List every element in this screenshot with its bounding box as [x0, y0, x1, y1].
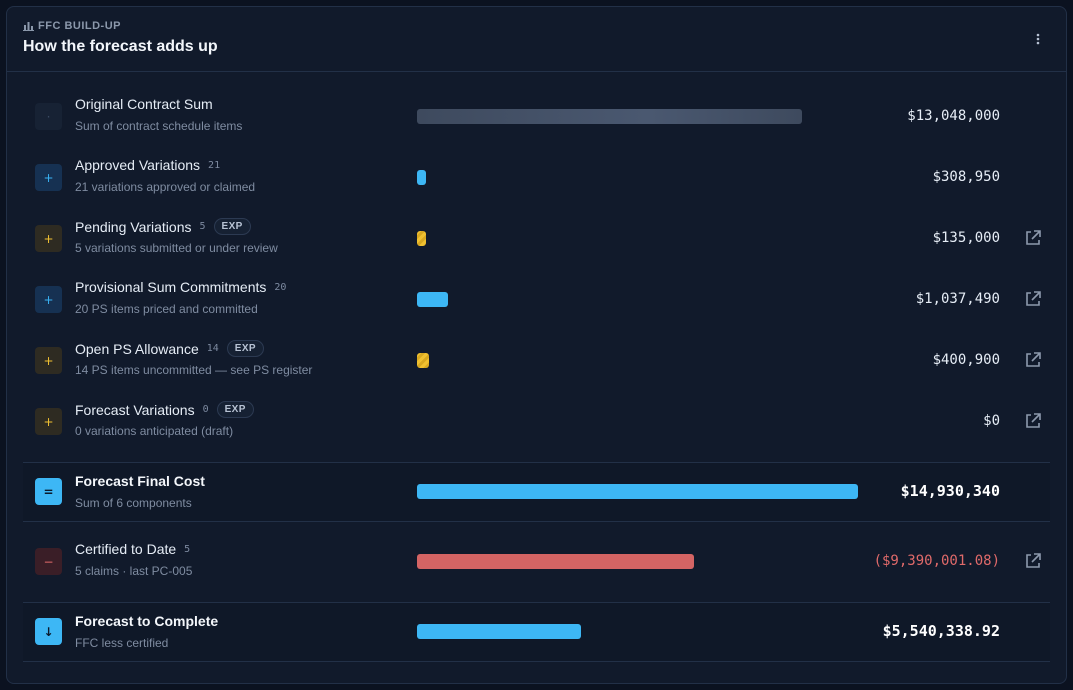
row-count: 21: [208, 159, 221, 171]
row-amount: $135,000: [932, 230, 1000, 246]
row-sub: Sum of contract schedule items: [75, 119, 243, 133]
row-sub: 20 PS items priced and committed: [75, 302, 258, 316]
row-forecast-final-cost: = Forecast Final Cost Sum of 6 component…: [23, 462, 1050, 522]
row-sub: FFC less certified: [75, 636, 169, 650]
card-eyebrow: FFC BUILD-UP: [23, 20, 121, 32]
row-bar: [417, 554, 694, 569]
row-approved-variations: + Approved Variations 21 21 variations a…: [23, 147, 1050, 208]
row-amount: $14,930,340: [900, 482, 1000, 500]
row-sub: 5 variations submitted or under review: [75, 241, 278, 255]
row-certified-to-date: − Certified to Date 5 5 claims · last PC…: [23, 531, 1050, 592]
row-label: Forecast Final Cost: [75, 473, 205, 489]
row-count: 14: [206, 343, 219, 354]
row-label: Forecast Variations: [75, 401, 195, 418]
row-amount: ($9,390,001.08): [873, 553, 1000, 569]
row-bar: [417, 109, 802, 124]
row-forecast-variations: + Forecast Variations 0 EXP 0 variations…: [23, 391, 1050, 452]
row-amount: $308,950: [932, 169, 1000, 185]
row-sub: 5 claims · last PC-005: [75, 564, 193, 578]
row-label: Pending Variations: [75, 218, 192, 235]
row-sub: 14 PS items uncommitted — see PS registe…: [75, 363, 313, 377]
minus-icon: −: [35, 548, 62, 575]
row-sub: Sum of 6 components: [75, 496, 192, 510]
row-count: 20: [274, 281, 287, 293]
row-bar: [417, 292, 448, 307]
card-header: FFC BUILD-UP How the forecast adds up: [7, 7, 1066, 72]
external-link-icon[interactable]: [1024, 552, 1042, 570]
row-original-contract-sum: · Original Contract Sum Sum of contract …: [23, 86, 1050, 147]
row-sub: 21 variations approved or claimed: [75, 180, 256, 194]
more-menu-button[interactable]: [1026, 29, 1050, 49]
row-amount: $5,540,338.92: [882, 622, 1000, 640]
row-amount: $13,048,000: [907, 108, 1000, 124]
dot-icon: ·: [35, 103, 62, 130]
exp-badge: EXP: [226, 340, 265, 357]
row-label: Original Contract Sum: [75, 96, 213, 112]
row-label: Certified to Date: [75, 541, 177, 557]
row-bar: [417, 231, 426, 246]
exp-badge: EXP: [216, 401, 254, 418]
ffc-buildup-card: FFC BUILD-UP How the forecast adds up · …: [6, 6, 1067, 684]
arrow-down-icon: ↓: [35, 618, 62, 645]
external-link-icon[interactable]: [1024, 412, 1042, 430]
plus-icon: +: [35, 347, 62, 374]
row-forecast-to-complete: ↓ Forecast to Complete FFC less certifie…: [23, 602, 1050, 662]
external-link-icon[interactable]: [1024, 351, 1042, 369]
row-bar: [417, 353, 429, 368]
row-bar: [417, 484, 858, 499]
bar-chart-icon: [23, 22, 34, 31]
external-link-icon[interactable]: [1024, 229, 1042, 247]
row-label: Approved Variations: [75, 157, 201, 173]
row-sub: 0 variations anticipated (draft): [75, 424, 234, 438]
row-pending-variations: + Pending Variations 5 EXP 5 variations …: [23, 208, 1050, 269]
equals-icon: =: [35, 478, 62, 505]
plus-icon: +: [35, 164, 62, 191]
row-bar: [417, 170, 426, 185]
row-amount: $1,037,490: [915, 291, 1000, 307]
plus-icon: +: [35, 286, 62, 313]
row-ps-commitments: + Provisional Sum Commitments 20 20 PS i…: [23, 269, 1050, 330]
plus-icon: +: [35, 408, 62, 435]
eyebrow-text: FFC BUILD-UP: [38, 20, 121, 32]
external-link-icon[interactable]: [1024, 290, 1042, 308]
row-count: 0: [202, 404, 209, 415]
row-label: Provisional Sum Commitments: [75, 279, 267, 295]
row-count: 5: [199, 221, 206, 232]
row-open-ps-allowance: + Open PS Allowance 14 EXP 14 PS items u…: [23, 330, 1050, 391]
row-bar: [417, 624, 581, 639]
row-count: 5: [184, 543, 191, 555]
row-label: Forecast to Complete: [75, 613, 219, 629]
more-vertical-icon: [1036, 33, 1040, 45]
card-title: How the forecast adds up: [23, 38, 218, 55]
row-amount: $0: [983, 413, 1000, 429]
row-amount: $400,900: [932, 352, 1000, 368]
exp-badge: EXP: [213, 218, 251, 235]
row-label: Open PS Allowance: [75, 340, 199, 357]
plus-icon: +: [35, 225, 62, 252]
